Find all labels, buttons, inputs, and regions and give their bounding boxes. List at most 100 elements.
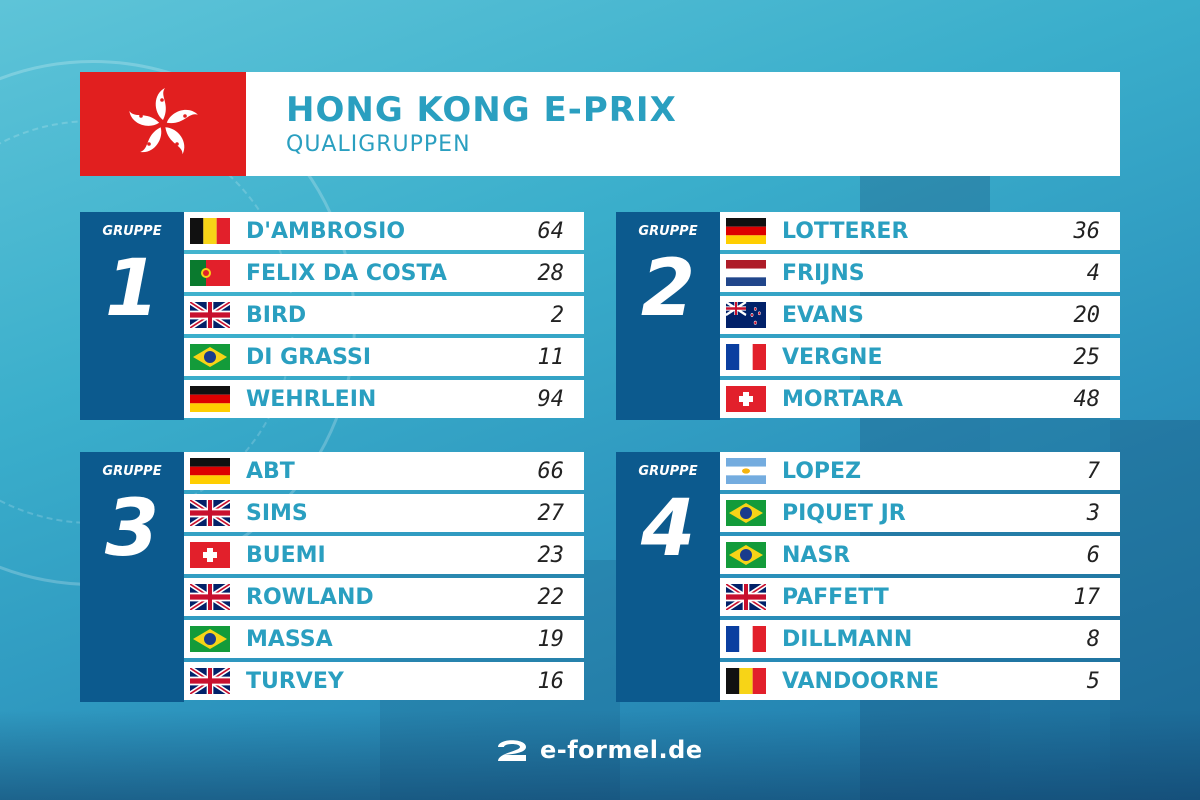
driver-number: 66 bbox=[537, 458, 565, 484]
uk-flag-icon bbox=[726, 584, 766, 610]
driver-number: 27 bbox=[537, 500, 565, 526]
page-title: HONG KONG E-PRIX bbox=[286, 90, 677, 130]
driver-name: LOPEZ bbox=[782, 458, 862, 484]
driver-row: WEHRLEIN 94 bbox=[184, 380, 584, 418]
uk-flag-icon bbox=[190, 302, 230, 328]
driver-name: DILLMANN bbox=[782, 626, 913, 652]
germany-flag-icon bbox=[190, 386, 230, 412]
driver-row: VERGNE 25 bbox=[720, 338, 1120, 376]
group-number: 1 bbox=[104, 244, 160, 334]
track-barrier-decor bbox=[0, 710, 1200, 800]
driver-row: LOPEZ 7 bbox=[720, 452, 1120, 490]
driver-name: ABT bbox=[246, 458, 295, 484]
driver-name: LOTTERER bbox=[782, 218, 909, 244]
driver-name: NASR bbox=[782, 542, 851, 568]
driver-row: D'AMBROSIO 64 bbox=[184, 212, 584, 250]
e-formel-logo-icon bbox=[498, 740, 526, 761]
driver-row: DI GRASSI 11 bbox=[184, 338, 584, 376]
group-label-panel: GRUPPE 1 bbox=[80, 212, 184, 420]
driver-name: ROWLAND bbox=[246, 584, 374, 610]
uk-flag-icon bbox=[190, 584, 230, 610]
driver-row: NASR 6 bbox=[720, 536, 1120, 574]
driver-number: 20 bbox=[1073, 302, 1101, 328]
group-label-panel: GRUPPE 3 bbox=[80, 452, 184, 702]
driver-row: MASSA 19 bbox=[184, 620, 584, 658]
brazil-flag-icon bbox=[726, 542, 766, 568]
group-label-panel: GRUPPE 4 bbox=[616, 452, 720, 702]
driver-number: 94 bbox=[537, 386, 565, 412]
driver-number: 8 bbox=[1086, 626, 1100, 652]
group-caption: GRUPPE bbox=[638, 464, 698, 479]
france-flag-icon bbox=[726, 626, 766, 652]
driver-name: MORTARA bbox=[782, 386, 903, 412]
driver-number: 7 bbox=[1086, 458, 1100, 484]
driver-number: 17 bbox=[1073, 584, 1101, 610]
driver-row: PAFFETT 17 bbox=[720, 578, 1120, 616]
brazil-flag-icon bbox=[190, 344, 230, 370]
group-caption: GRUPPE bbox=[102, 464, 162, 479]
driver-row: SIMS 27 bbox=[184, 494, 584, 532]
driver-list: D'AMBROSIO 64 FELIX DA COSTA 28 BIRD 2 DI GRAS… bbox=[184, 212, 584, 422]
group-label-panel: GRUPPE 2 bbox=[616, 212, 720, 420]
driver-name: DI GRASSI bbox=[246, 344, 372, 370]
driver-row: BIRD 2 bbox=[184, 296, 584, 334]
driver-name: WEHRLEIN bbox=[246, 386, 377, 412]
germany-flag-icon bbox=[190, 458, 230, 484]
driver-name: VERGNE bbox=[782, 344, 883, 370]
driver-number: 22 bbox=[537, 584, 565, 610]
driver-row: FRIJNS 4 bbox=[720, 254, 1120, 292]
driver-number: 23 bbox=[537, 542, 565, 568]
driver-number: 3 bbox=[1086, 500, 1100, 526]
driver-row: ABT 66 bbox=[184, 452, 584, 490]
driver-name: FRIJNS bbox=[782, 260, 865, 286]
bauhinia-icon bbox=[126, 88, 199, 158]
france-flag-icon bbox=[726, 344, 766, 370]
driver-row: LOTTERER 36 bbox=[720, 212, 1120, 250]
switzerland-flag-icon bbox=[726, 386, 766, 412]
netherlands-flag-icon bbox=[726, 260, 766, 286]
driver-name: EVANS bbox=[782, 302, 864, 328]
group-number: 2 bbox=[640, 244, 696, 334]
driver-number: 11 bbox=[537, 344, 565, 370]
footer-brand: e-formel.de bbox=[494, 735, 703, 765]
switzerland-flag-icon bbox=[190, 542, 230, 568]
driver-number: 5 bbox=[1086, 668, 1100, 694]
hong-kong-flag-icon bbox=[80, 72, 246, 176]
driver-number: 2 bbox=[550, 302, 564, 328]
driver-row: TURVEY 16 bbox=[184, 662, 584, 700]
driver-number: 19 bbox=[537, 626, 565, 652]
driver-name: VANDOORNE bbox=[782, 668, 940, 694]
driver-row: VANDOORNE 5 bbox=[720, 662, 1120, 700]
group-caption: GRUPPE bbox=[102, 224, 162, 239]
driver-name: D'AMBROSIO bbox=[246, 218, 406, 244]
driver-number: 4 bbox=[1086, 260, 1100, 286]
driver-name: MASSA bbox=[246, 626, 333, 652]
driver-name: TURVEY bbox=[246, 668, 344, 694]
argentina-flag-icon bbox=[726, 458, 766, 484]
driver-row: PIQUET JR 3 bbox=[720, 494, 1120, 532]
group-number: 4 bbox=[640, 484, 696, 574]
driver-list: LOTTERER 36 FRIJNS 4 EVANS 20 VERGNE 25 MORTARA 4… bbox=[720, 212, 1120, 422]
driver-number: 6 bbox=[1086, 542, 1100, 568]
driver-name: PAFFETT bbox=[782, 584, 889, 610]
driver-list: LOPEZ 7 PIQUET JR 3 NASR 6 PAFFETT 17 DILLMANN 8 V… bbox=[720, 452, 1120, 704]
belgium-flag-icon bbox=[726, 668, 766, 694]
new-zealand-flag-icon bbox=[726, 302, 766, 328]
driver-row: MORTARA 48 bbox=[720, 380, 1120, 418]
driver-number: 64 bbox=[537, 218, 565, 244]
header-banner: HONG KONG E-PRIX QUALIGRUPPEN bbox=[80, 72, 1120, 176]
portugal-flag-icon bbox=[190, 260, 230, 286]
driver-name: PIQUET JR bbox=[782, 500, 906, 526]
driver-name: SIMS bbox=[246, 500, 308, 526]
driver-row: BUEMI 23 bbox=[184, 536, 584, 574]
page-subtitle: QUALIGRUPPEN bbox=[286, 132, 471, 157]
germany-flag-icon bbox=[726, 218, 766, 244]
uk-flag-icon bbox=[190, 668, 230, 694]
driver-number: 48 bbox=[1073, 386, 1101, 412]
driver-name: BUEMI bbox=[246, 542, 326, 568]
uk-flag-icon bbox=[190, 500, 230, 526]
brazil-flag-icon bbox=[190, 626, 230, 652]
group-number: 3 bbox=[104, 484, 160, 574]
driver-row: ROWLAND 22 bbox=[184, 578, 584, 616]
driver-row: EVANS 20 bbox=[720, 296, 1120, 334]
